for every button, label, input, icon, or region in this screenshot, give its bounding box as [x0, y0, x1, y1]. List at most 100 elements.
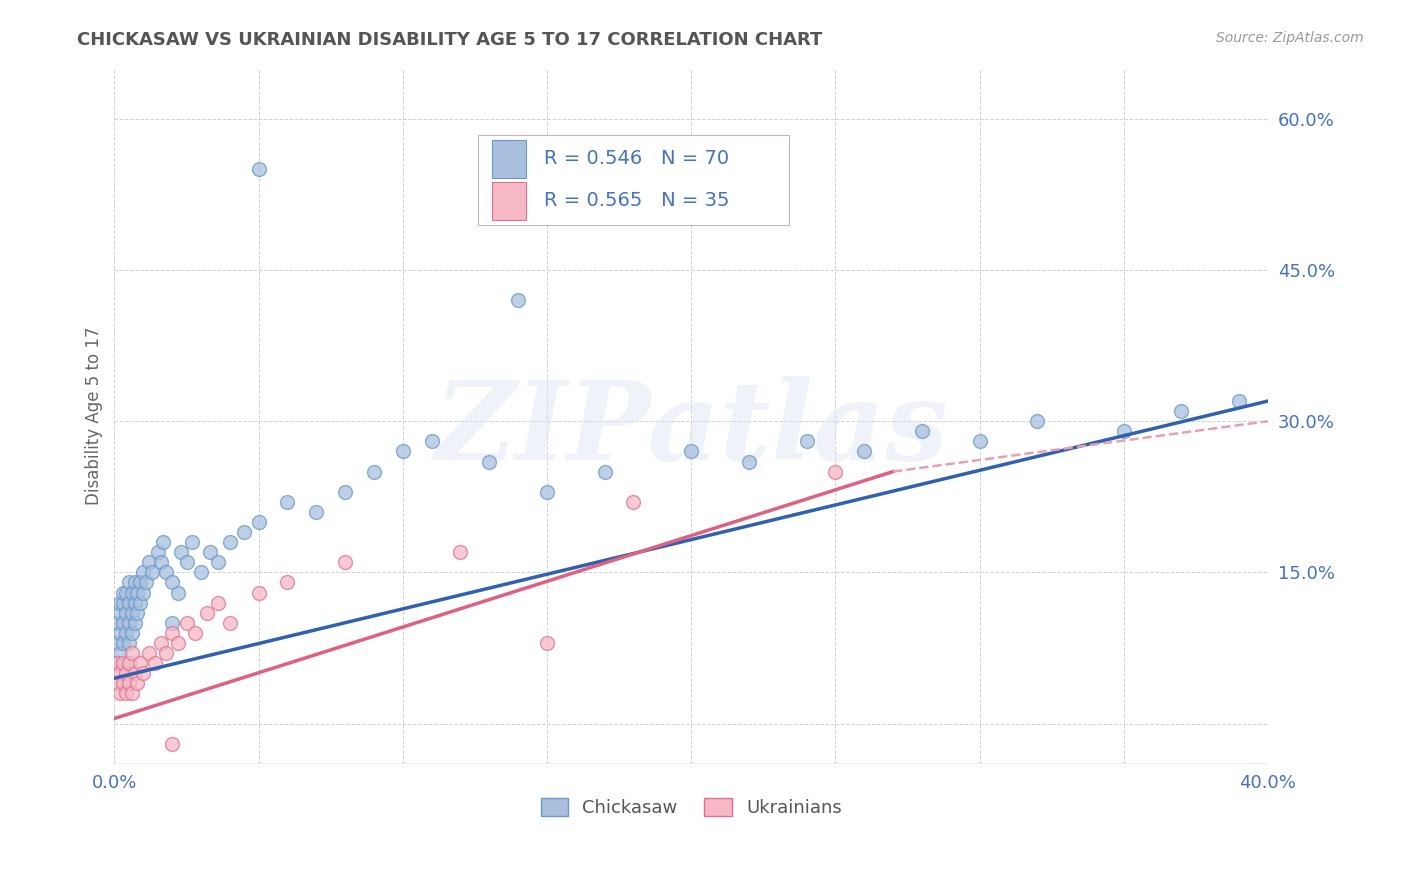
- Point: [132, 585, 155, 599]
- Point: [112, 636, 135, 650]
- Point: [135, 575, 157, 590]
- Point: [105, 656, 128, 670]
- Point: [127, 676, 149, 690]
- Point: [118, 596, 141, 610]
- Point: [160, 625, 183, 640]
- Text: Source: ZipAtlas.com: Source: ZipAtlas.com: [1216, 31, 1364, 45]
- Point: [115, 606, 138, 620]
- Point: [391, 444, 413, 458]
- Point: [108, 625, 131, 640]
- Point: [118, 656, 141, 670]
- Point: [112, 615, 135, 630]
- Point: [108, 606, 131, 620]
- Point: [105, 615, 128, 630]
- Point: [129, 656, 152, 670]
- Point: [112, 656, 135, 670]
- Point: [124, 666, 146, 681]
- Point: [170, 545, 193, 559]
- Point: [105, 656, 128, 670]
- Point: [184, 625, 207, 640]
- Point: [824, 465, 846, 479]
- Point: [247, 162, 270, 177]
- Point: [105, 676, 128, 690]
- Point: [420, 434, 443, 449]
- Point: [127, 585, 149, 599]
- Point: [108, 686, 131, 700]
- Point: [149, 636, 172, 650]
- Point: [108, 666, 131, 681]
- Point: [276, 575, 298, 590]
- Point: [853, 444, 876, 458]
- Point: [138, 646, 160, 660]
- Point: [121, 646, 143, 660]
- Point: [124, 615, 146, 630]
- Point: [112, 596, 135, 610]
- Point: [166, 636, 188, 650]
- Point: [118, 615, 141, 630]
- Point: [198, 545, 221, 559]
- Point: [449, 545, 471, 559]
- Point: [143, 656, 166, 670]
- Legend: Chickasaw, Ukrainians: Chickasaw, Ukrainians: [533, 790, 849, 824]
- Point: [149, 555, 172, 569]
- Point: [155, 646, 177, 660]
- Point: [176, 615, 198, 630]
- Point: [112, 676, 135, 690]
- Point: [969, 434, 991, 449]
- Point: [155, 566, 177, 580]
- Point: [247, 585, 270, 599]
- Point: [146, 545, 169, 559]
- Point: [1170, 404, 1192, 418]
- Point: [1026, 414, 1049, 428]
- Point: [138, 555, 160, 569]
- Point: [108, 596, 131, 610]
- Point: [124, 575, 146, 590]
- Point: [132, 666, 155, 681]
- Point: [536, 484, 558, 499]
- Point: [121, 606, 143, 620]
- Point: [1112, 425, 1135, 439]
- Point: [160, 575, 183, 590]
- Point: [233, 524, 256, 539]
- Point: [129, 596, 152, 610]
- Point: [218, 615, 240, 630]
- Point: [536, 636, 558, 650]
- Point: [508, 293, 530, 308]
- Point: [121, 686, 143, 700]
- Point: [132, 566, 155, 580]
- Point: [129, 575, 152, 590]
- Point: [681, 444, 703, 458]
- Point: [115, 686, 138, 700]
- Point: [593, 465, 616, 479]
- Point: [141, 566, 163, 580]
- Point: [118, 636, 141, 650]
- Point: [207, 596, 229, 610]
- Point: [115, 625, 138, 640]
- FancyBboxPatch shape: [478, 135, 789, 225]
- Point: [195, 606, 218, 620]
- Point: [121, 625, 143, 640]
- Point: [190, 566, 212, 580]
- Point: [796, 434, 818, 449]
- Point: [127, 606, 149, 620]
- Point: [121, 585, 143, 599]
- Point: [108, 646, 131, 660]
- FancyBboxPatch shape: [492, 140, 526, 178]
- Point: [166, 585, 188, 599]
- Point: [112, 585, 135, 599]
- Point: [181, 535, 204, 549]
- Point: [363, 465, 385, 479]
- Point: [152, 535, 174, 549]
- Point: [118, 676, 141, 690]
- Point: [176, 555, 198, 569]
- Point: [118, 575, 141, 590]
- Point: [1227, 394, 1250, 409]
- Text: CHICKASAW VS UKRAINIAN DISABILITY AGE 5 TO 17 CORRELATION CHART: CHICKASAW VS UKRAINIAN DISABILITY AGE 5 …: [77, 31, 823, 49]
- Point: [911, 425, 934, 439]
- Point: [160, 615, 183, 630]
- Point: [738, 454, 761, 468]
- Text: R = 0.546   N = 70: R = 0.546 N = 70: [544, 149, 728, 169]
- FancyBboxPatch shape: [492, 181, 526, 219]
- Point: [115, 666, 138, 681]
- Point: [276, 495, 298, 509]
